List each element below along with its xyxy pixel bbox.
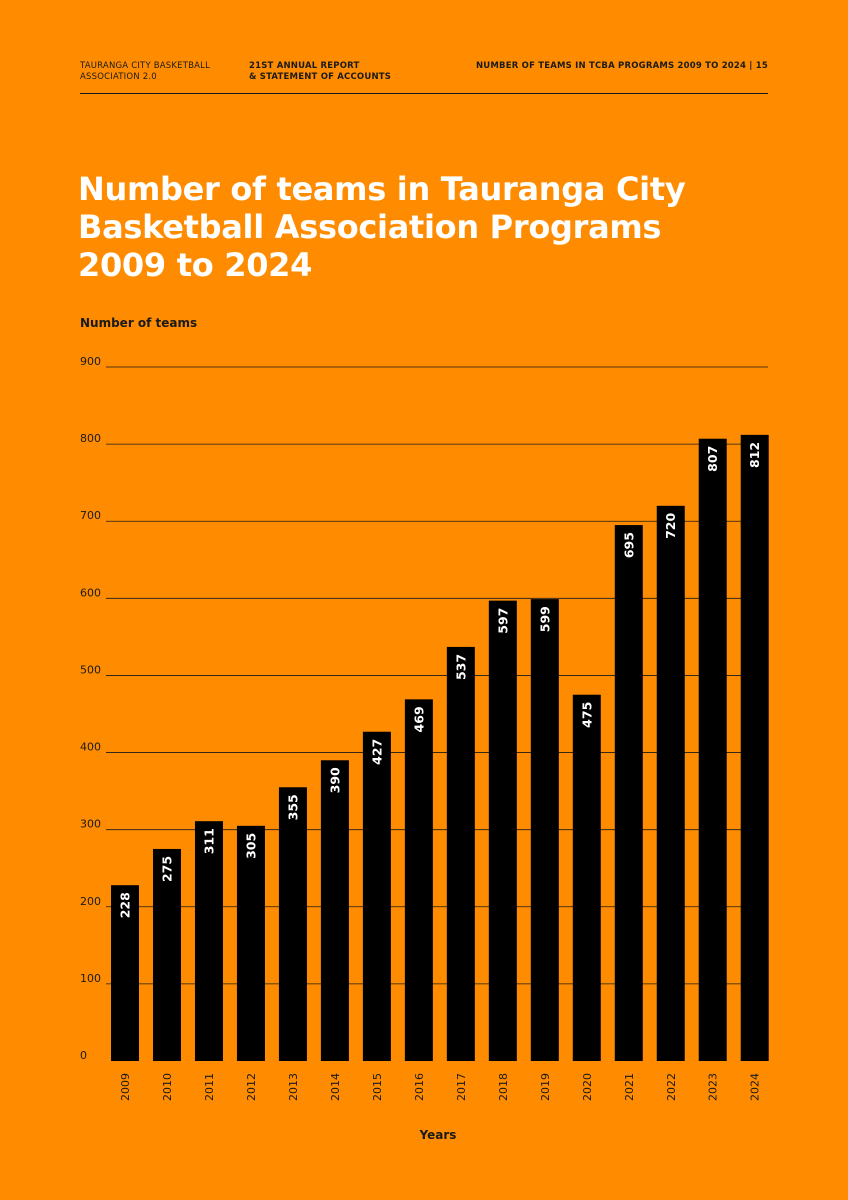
bar-2024 xyxy=(740,434,769,1061)
bar-value-label: 228 xyxy=(118,892,133,918)
bar-value-label: 469 xyxy=(411,706,426,732)
x-tick-label: 2009 xyxy=(119,1073,132,1101)
bar-2010 xyxy=(152,848,181,1061)
chart-title-line2: Basketball Association Programs xyxy=(78,208,662,246)
bar-value-label: 812 xyxy=(747,442,762,468)
y-tick-label: 800 xyxy=(80,432,101,445)
bar-2020 xyxy=(572,694,601,1061)
bar-2017 xyxy=(446,646,475,1061)
chart-title-line3: 2009 to 2024 xyxy=(78,246,313,284)
header-section-title: NUMBER OF TEAMS IN TCBA PROGRAMS 2009 TO… xyxy=(475,61,768,71)
y-tick-label: 0 xyxy=(80,1049,87,1062)
x-tick-label: 2019 xyxy=(539,1073,552,1101)
x-tick-label: 2021 xyxy=(623,1073,636,1101)
y-axis-label: Number of teams xyxy=(80,316,197,330)
x-axis-label: Years xyxy=(419,1128,457,1142)
bar-value-label: 390 xyxy=(327,767,342,793)
bar-2021 xyxy=(614,525,643,1061)
y-tick-label: 500 xyxy=(80,663,101,676)
header-org-line2: ASSOCIATION 2.0 xyxy=(80,72,157,82)
bar-value-label: 537 xyxy=(453,654,468,680)
x-tick-label: 2024 xyxy=(749,1073,762,1101)
y-tick-label: 900 xyxy=(80,355,101,368)
x-tick-label: 2023 xyxy=(707,1073,720,1101)
x-tick-label: 2011 xyxy=(203,1073,216,1101)
chart-title: Number of teams in Tauranga City Basketb… xyxy=(78,170,778,284)
bar-2013 xyxy=(278,787,307,1061)
x-axis-ticks: 2009 2010 2011 2012 2013 2014 2015 2016 2017 2018… xyxy=(119,1073,762,1101)
x-tick-label: 2013 xyxy=(287,1073,300,1101)
bar-value-label: 597 xyxy=(495,608,510,634)
x-tick-label: 2014 xyxy=(329,1073,342,1101)
x-tick-label: 2015 xyxy=(371,1073,384,1101)
bar-2022 xyxy=(656,505,685,1061)
y-tick-label: 300 xyxy=(80,818,101,831)
header-organization: TAURANGA CITY BASKETBALL ASSOCIATION 2.0 xyxy=(80,61,240,83)
x-tick-label: 2012 xyxy=(245,1073,258,1101)
x-tick-label: 2010 xyxy=(161,1073,174,1101)
bar-value-label: 275 xyxy=(159,856,174,882)
bar-2014 xyxy=(320,760,349,1061)
bar-value-label: 305 xyxy=(243,833,258,859)
bar-value-label: 807 xyxy=(705,446,720,472)
bar-2019 xyxy=(530,599,559,1061)
x-tick-label: 2022 xyxy=(665,1073,678,1101)
y-tick-label: 200 xyxy=(80,895,101,908)
header-report: 21ST ANNUAL REPORT & STATEMENT OF ACCOUN… xyxy=(249,61,449,83)
header-report-line2: & STATEMENT OF ACCOUNTS xyxy=(249,72,392,82)
chart-title-line1: Number of teams in Tauranga City xyxy=(78,170,686,208)
y-tick-label: 600 xyxy=(80,586,101,599)
bar-value-label: 311 xyxy=(201,828,216,854)
y-axis-ticks: 0 100 200 300 400 500 600 700 800 900 xyxy=(80,355,101,1062)
header-divider xyxy=(80,93,768,94)
bar-value-label: 355 xyxy=(285,794,300,820)
bar-2023 xyxy=(698,438,727,1061)
y-tick-label: 400 xyxy=(80,741,101,754)
bar-value-label: 695 xyxy=(621,532,636,558)
bar-value-label: 599 xyxy=(537,606,552,632)
x-tick-label: 2017 xyxy=(455,1073,468,1101)
bar-2011 xyxy=(194,821,223,1061)
header-report-line1: 21ST ANNUAL REPORT xyxy=(249,61,360,71)
bar-2016 xyxy=(404,699,433,1061)
bar-2009 xyxy=(111,885,139,1061)
bars xyxy=(111,434,769,1061)
bar-2018 xyxy=(488,600,517,1061)
bar-2012 xyxy=(236,825,265,1061)
bar-value-labels: 228 275 311 305 355 390 427 469 537 597 599 475 695 7… xyxy=(118,442,763,918)
bar-value-label: 475 xyxy=(579,702,594,728)
header-org-line1: TAURANGA CITY BASKETBALL xyxy=(80,61,211,71)
bar-2015 xyxy=(362,731,391,1061)
bar-value-label: 720 xyxy=(663,512,678,538)
y-tick-label: 100 xyxy=(80,972,101,985)
y-tick-label: 700 xyxy=(80,509,101,522)
bar-value-label: 427 xyxy=(369,739,384,765)
x-tick-label: 2016 xyxy=(413,1073,426,1101)
x-tick-label: 2020 xyxy=(581,1073,594,1101)
x-tick-label: 2018 xyxy=(497,1073,510,1101)
